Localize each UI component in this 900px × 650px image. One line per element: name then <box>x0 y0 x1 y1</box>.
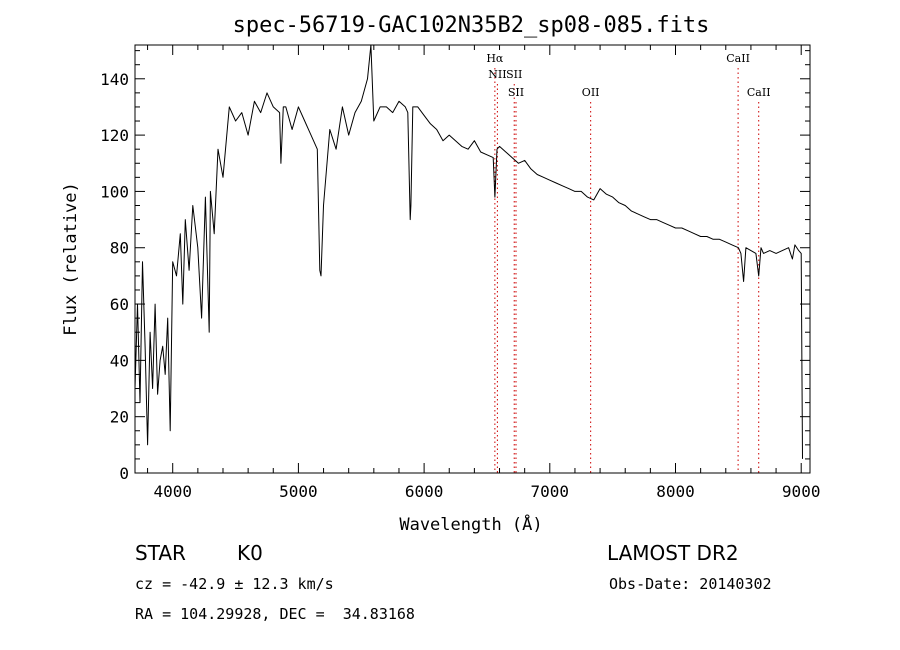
x-axis-label: Wavelength (Å) <box>399 513 542 535</box>
x-tick-label: 9000 <box>782 482 821 501</box>
line-marker-label: Hα <box>486 52 504 65</box>
y-tick-label: 60 <box>110 295 129 314</box>
observation-date: Obs-Date: 20140302 <box>609 575 772 593</box>
coordinates-readout: RA = 104.29928, DEC = 34.83168 <box>135 605 415 623</box>
y-tick-label: 100 <box>100 182 129 201</box>
spectral-subclass: K0 <box>237 541 263 565</box>
object-class: STAR <box>135 541 186 565</box>
line-marker-label: SII <box>506 68 522 81</box>
line-marker-label: CaII <box>747 86 771 99</box>
y-tick-label: 0 <box>119 464 129 483</box>
axis-ticks: 4000 5000 6000 7000 8000 9000 0 20 40 60 80 100 120 1… <box>100 45 820 501</box>
line-marker-label: CaII <box>726 52 750 65</box>
x-tick-label: 4000 <box>153 482 192 501</box>
x-tick-label: 5000 <box>279 482 318 501</box>
y-tick-label: 120 <box>100 126 129 145</box>
y-tick-label: 80 <box>110 239 129 258</box>
y-tick-label: 40 <box>110 351 129 370</box>
chart-title: spec-56719-GAC102N35B2_sp08-085.fits <box>233 13 710 38</box>
line-marker-label: NII <box>488 68 506 81</box>
y-tick-label: 20 <box>110 408 129 427</box>
y-tick-label: 140 <box>100 70 129 89</box>
y-axis-label: Flux (relative) <box>61 182 81 336</box>
velocity-readout: cz = -42.9 ± 12.3 km/s <box>135 575 334 593</box>
survey-name: LAMOST DR2 <box>607 541 739 565</box>
x-tick-label: 6000 <box>405 482 444 501</box>
line-marker-label: SII <box>508 86 524 99</box>
spectrum-series <box>134 44 803 459</box>
emission-line-markers: Hα NII SII SII OII CaII CaII <box>486 52 771 473</box>
x-tick-label: 8000 <box>656 482 695 501</box>
plot-frame <box>134 44 811 474</box>
x-tick-label: 7000 <box>531 482 570 501</box>
spectrum-line <box>134 44 803 459</box>
line-marker-label: OII <box>582 86 600 99</box>
